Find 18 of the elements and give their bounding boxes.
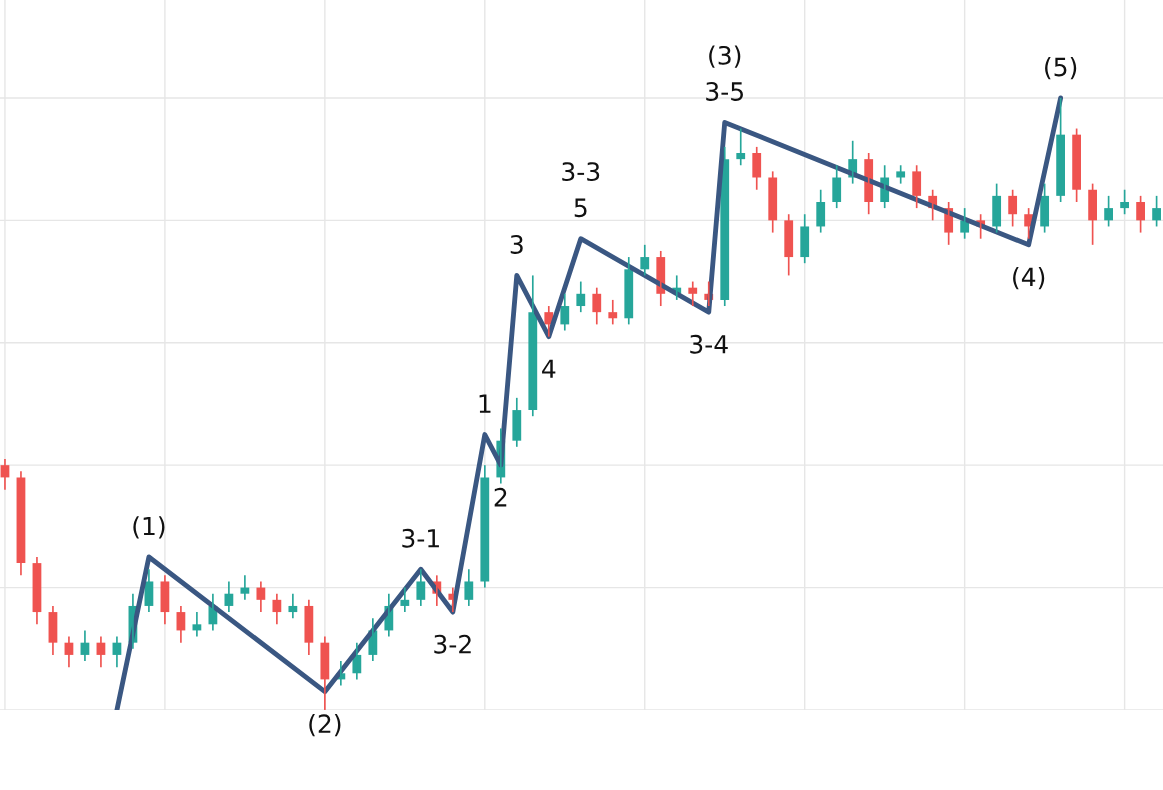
annotation: 5 (574, 198, 587, 218)
annotation: 2 (494, 487, 507, 507)
candlestick (896, 164, 906, 185)
candlestick (1072, 127, 1082, 203)
annotation: (3) (709, 45, 741, 68)
annotation: (2) (309, 713, 341, 737)
annotation: (4) (1013, 267, 1045, 290)
annotation: 1 (479, 394, 491, 413)
annotation: (5) (1045, 57, 1077, 80)
annotation: 3 (510, 235, 523, 254)
annotation: (1) (133, 516, 165, 539)
annotation: 3-2 (434, 634, 471, 654)
annotation: 3-4 (690, 334, 728, 354)
annotation: 4 (542, 359, 556, 378)
annotation: 3-3 (562, 162, 600, 182)
candlestick (1056, 97, 1066, 203)
annotation: 3-1 (402, 528, 439, 548)
annotation: 3-5 (706, 81, 743, 101)
